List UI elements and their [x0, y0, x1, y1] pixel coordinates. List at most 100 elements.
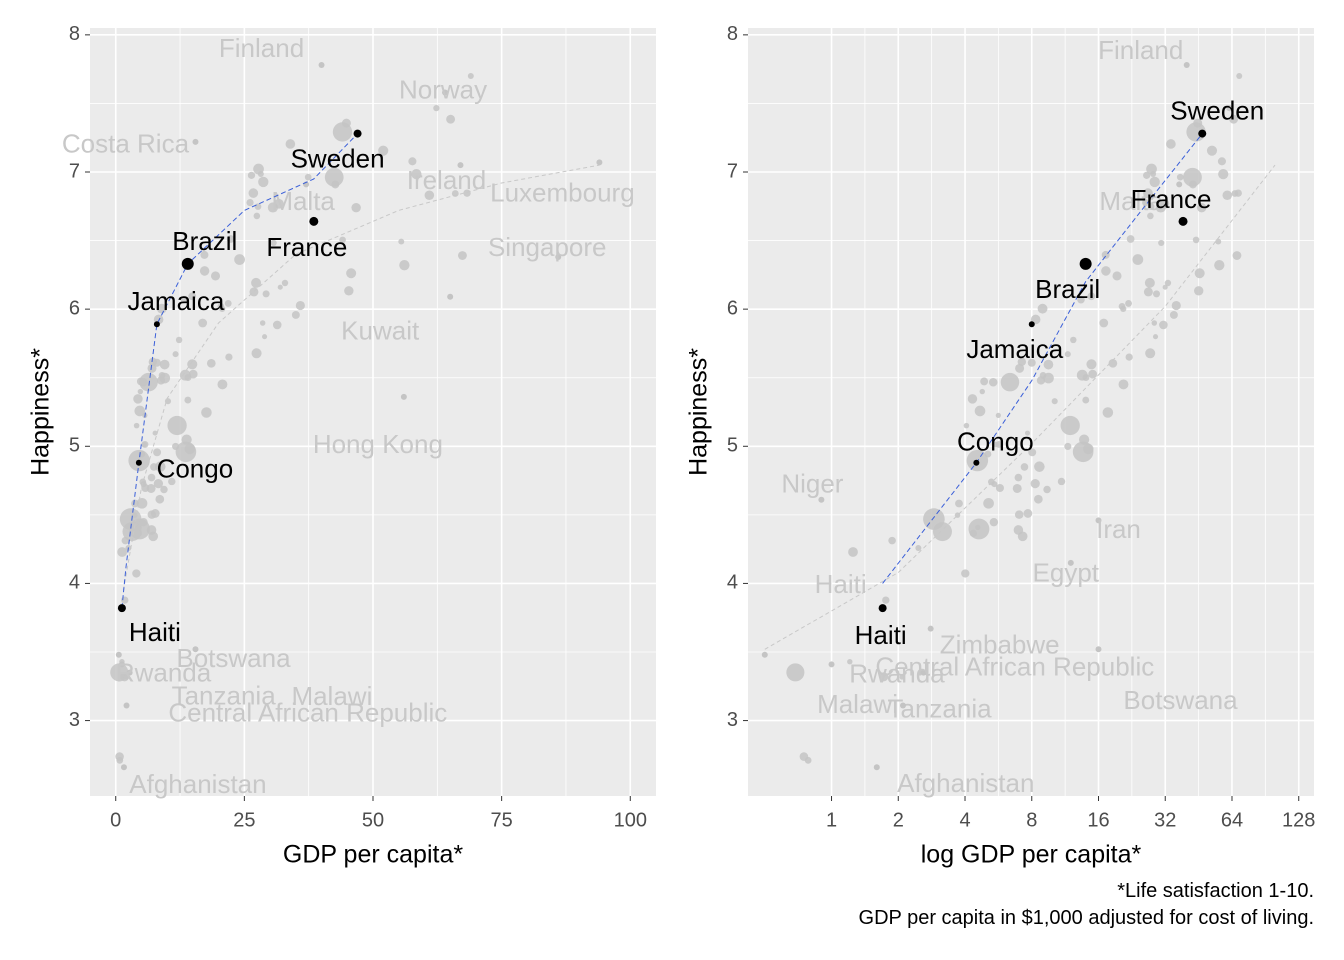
x-tick-label: 0: [110, 809, 121, 831]
background-point: [122, 522, 142, 542]
background-point: [1108, 358, 1118, 368]
background-point: [1222, 190, 1233, 201]
background-point: [147, 363, 157, 373]
background-label-malta: Malta: [1099, 186, 1163, 216]
background-point: [285, 139, 296, 149]
background-label-malta: Malta: [271, 186, 335, 216]
background-point: [1125, 299, 1132, 307]
background-label-botswana: Botswana: [1123, 685, 1238, 715]
background-point: [133, 394, 143, 404]
background-point: [259, 320, 266, 326]
highlight-point-sweden: [353, 129, 362, 138]
background-point-afghanistan: [120, 764, 127, 771]
background-point: [199, 266, 210, 276]
background-point: [1014, 473, 1023, 482]
background-point: [121, 596, 129, 604]
background-point-egypt: [1067, 559, 1074, 566]
background-point: [1206, 145, 1218, 156]
highlight-point-sweden: [1198, 129, 1207, 138]
background-point: [458, 251, 467, 260]
background-point: [175, 336, 183, 344]
background-label-central-african-republic: Central African Republic: [168, 698, 447, 728]
background-point: [139, 377, 148, 387]
background-point: [139, 517, 148, 527]
background-point: [1215, 238, 1222, 245]
chart-panel-1: Finland Norway Ireland Costa Rica Malta Luxem…: [27, 23, 656, 869]
overall-fit-line: [122, 164, 600, 591]
background-point: [1024, 430, 1031, 436]
background-label-egypt: Egypt: [1033, 558, 1100, 588]
x-tick-label: 2: [893, 809, 904, 831]
background-point: [339, 236, 346, 244]
background-point: [398, 238, 405, 245]
highlight-label-congo: Congo: [157, 454, 234, 484]
background-label-kuwait: Kuwait: [341, 316, 420, 346]
background-point: [915, 545, 922, 552]
background-point: [253, 212, 261, 220]
background-point: [424, 190, 435, 201]
y-tick-label: 7: [727, 160, 738, 182]
background-point: [160, 485, 168, 494]
y-tick-label: 3: [727, 709, 738, 731]
background-point: [247, 171, 256, 179]
background-point: [899, 674, 905, 680]
background-point-botswana: [192, 646, 199, 653]
background-point: [1112, 271, 1122, 281]
x-tick-label: 1: [826, 809, 837, 831]
x-tick-label: 100: [614, 809, 647, 831]
background-point: [1037, 303, 1048, 314]
background-point: [967, 394, 978, 404]
background-point: [179, 369, 191, 381]
background-point: [1234, 189, 1242, 197]
background-point: [272, 320, 282, 330]
background-point: [152, 358, 161, 367]
background-point: [969, 529, 978, 537]
background-point: [882, 596, 890, 604]
background-point: [1125, 353, 1133, 361]
highlight-label-brazil: Brazil: [1035, 274, 1100, 304]
background-point: [217, 302, 225, 310]
background-point: [433, 104, 440, 112]
background-point: [983, 497, 994, 509]
background-point: [155, 494, 165, 504]
background-point: [1126, 235, 1135, 243]
background-label-norway: Norway: [399, 74, 487, 104]
highlight-point-france: [309, 216, 319, 226]
y-tick-label: 7: [69, 160, 80, 182]
background-point: [786, 663, 805, 682]
background-point: [1015, 363, 1025, 373]
highlight-trend-line: [882, 133, 1203, 584]
background-point: [234, 254, 245, 265]
background-point: [1149, 176, 1160, 188]
background-point: [378, 145, 389, 156]
background-point: [253, 163, 264, 175]
background-point: [137, 388, 144, 395]
highlight-label-france: France: [1131, 184, 1212, 214]
background-label-niger: Niger: [781, 469, 843, 499]
background-point: [281, 279, 289, 287]
x-tick-label: 64: [1221, 809, 1243, 831]
y-tick-label: 4: [727, 572, 738, 594]
background-point: [188, 292, 197, 301]
background-point: [991, 481, 998, 488]
background-point-central-african-republic: [761, 651, 768, 658]
y-tick-label: 6: [727, 297, 738, 319]
background-point: [1102, 407, 1114, 418]
background-point: [187, 359, 198, 370]
background-point: [159, 359, 170, 370]
background-point: [1020, 463, 1029, 471]
background-point: [1152, 334, 1159, 340]
x-tick-label: 128: [1282, 809, 1315, 831]
x-tick-label: 8: [1026, 809, 1037, 831]
background-point-tanzania: [126, 669, 133, 676]
background-point: [408, 157, 417, 166]
background-label-malawi: Malawi: [291, 681, 372, 711]
background-point: [262, 290, 270, 298]
background-point: [262, 334, 268, 340]
background-label-tanzania: Tanzania: [172, 680, 277, 710]
background-point: [304, 173, 312, 181]
background-point: [1012, 483, 1022, 493]
background-points: [786, 72, 1243, 764]
x-tick-label: 50: [362, 809, 384, 831]
background-point: [159, 372, 171, 384]
